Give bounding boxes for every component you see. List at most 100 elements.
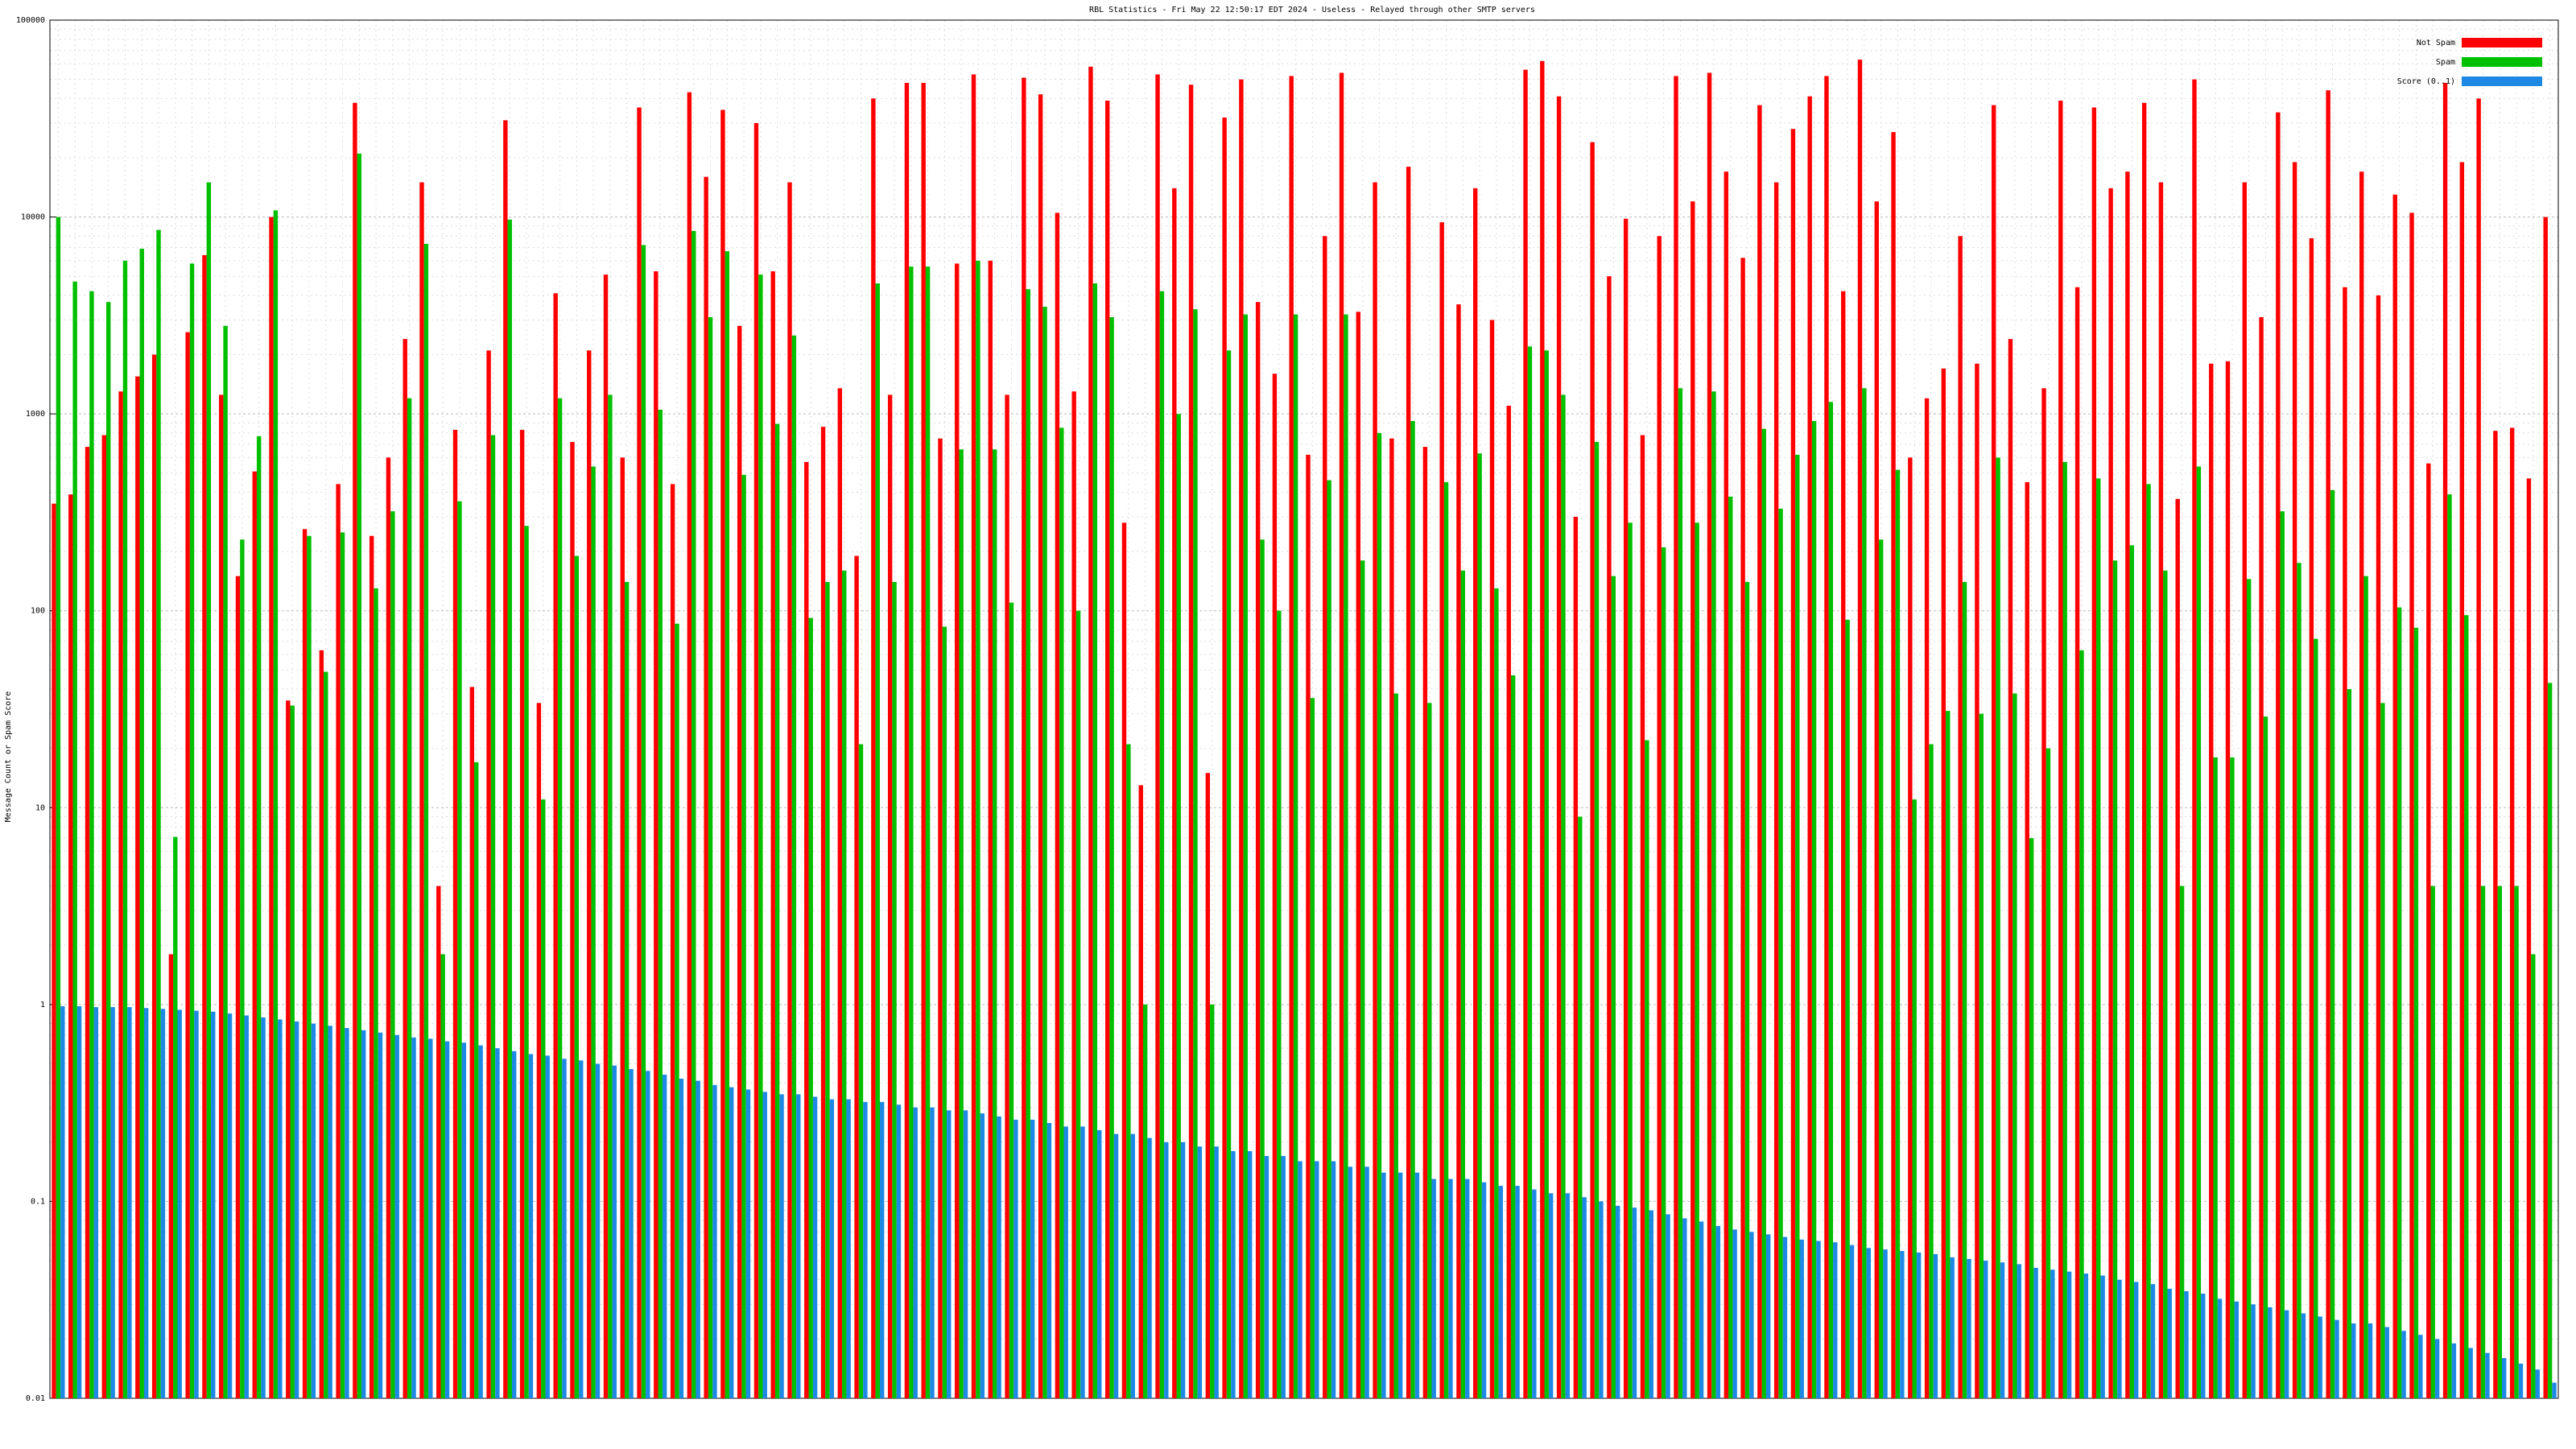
bar [1381, 1172, 1386, 1398]
bar [1924, 398, 1930, 1399]
bar [1205, 773, 1211, 1398]
bar [202, 254, 207, 1399]
bar [2150, 1284, 2156, 1398]
bar [374, 588, 378, 1398]
bar [336, 484, 341, 1398]
bar [2017, 1264, 2021, 1398]
y-tick-label: 1 [40, 1001, 45, 1009]
bar [419, 182, 424, 1399]
bar [1946, 711, 1951, 1398]
bar [1849, 1245, 1855, 1398]
bar [1315, 1161, 1319, 1398]
bar [2192, 79, 2197, 1399]
bar [290, 705, 295, 1398]
bar [440, 954, 445, 1398]
bar [235, 576, 241, 1398]
bar [2117, 1279, 2122, 1398]
bar [219, 394, 224, 1399]
bar [1807, 96, 1812, 1398]
bar [2209, 363, 2214, 1399]
bar [93, 1007, 99, 1398]
bar [151, 354, 157, 1398]
bar [1674, 76, 1678, 1398]
bar [612, 1065, 617, 1398]
bar [963, 1110, 968, 1398]
bar [1038, 94, 1043, 1398]
bar [620, 457, 625, 1399]
bar [1540, 60, 1545, 1399]
bar [587, 350, 592, 1399]
bar [143, 1008, 149, 1398]
bar [194, 1010, 199, 1398]
bar [135, 376, 140, 1399]
bar [1176, 414, 1181, 1399]
bar [2259, 316, 2264, 1398]
bar [2230, 757, 2235, 1398]
bar [955, 263, 960, 1398]
bar [1075, 610, 1081, 1398]
bar [311, 1023, 316, 1398]
bar [2552, 1382, 2557, 1398]
bar [1749, 1232, 1754, 1398]
y-axis-label: Message Count or Spam Score [4, 691, 13, 823]
bar [2476, 98, 2481, 1399]
bar [1908, 457, 1913, 1399]
bar [495, 1048, 500, 1398]
legend-swatch [2462, 38, 2542, 47]
bar [2079, 650, 2084, 1398]
bar [1661, 547, 1666, 1398]
bar [1063, 1126, 1068, 1398]
bar [971, 74, 976, 1399]
bar [2008, 339, 2013, 1398]
bar [2514, 886, 2519, 1398]
bar [858, 744, 864, 1398]
bar [1071, 391, 1076, 1398]
bar [804, 461, 809, 1398]
bar [1548, 1193, 1554, 1398]
bar [1026, 289, 1030, 1398]
bar [679, 1078, 684, 1398]
bar [2543, 217, 2548, 1399]
bar [2334, 1319, 2339, 1398]
bar [904, 82, 910, 1399]
bar [1594, 442, 1600, 1398]
bar [2125, 171, 2130, 1398]
legend-swatch [2462, 76, 2542, 86]
bar [1616, 1205, 1620, 1398]
bar [211, 1011, 216, 1398]
bar [2459, 162, 2465, 1399]
bar [553, 293, 558, 1398]
bar [2201, 1294, 2206, 1398]
bar [753, 122, 759, 1398]
bar [411, 1037, 416, 1398]
bar [1059, 427, 1064, 1398]
bar [106, 302, 111, 1398]
bar [557, 398, 563, 1399]
bar [1097, 1129, 1102, 1398]
bar [2163, 570, 2168, 1398]
bar [2401, 1331, 2406, 1398]
bar [1092, 283, 1098, 1398]
bar [2175, 498, 2180, 1399]
bar [2359, 171, 2364, 1398]
bar [1298, 1161, 1302, 1398]
bar [2129, 545, 2134, 1398]
bar [2380, 703, 2385, 1398]
bar [1757, 105, 1762, 1399]
bar [1180, 1141, 1186, 1398]
bar [1765, 1234, 1771, 1398]
bar [402, 339, 407, 1398]
bar [579, 1060, 584, 1398]
bar [1226, 350, 1232, 1399]
bar [1628, 522, 1633, 1398]
plot-frame [49, 19, 2559, 1399]
bar [1109, 316, 1114, 1398]
bar [1782, 1236, 1788, 1398]
bar [486, 350, 491, 1399]
bar [1862, 388, 1867, 1398]
bar [1845, 619, 1850, 1398]
bar [1816, 1241, 1821, 1398]
bar [779, 1094, 784, 1398]
bar [122, 260, 128, 1398]
